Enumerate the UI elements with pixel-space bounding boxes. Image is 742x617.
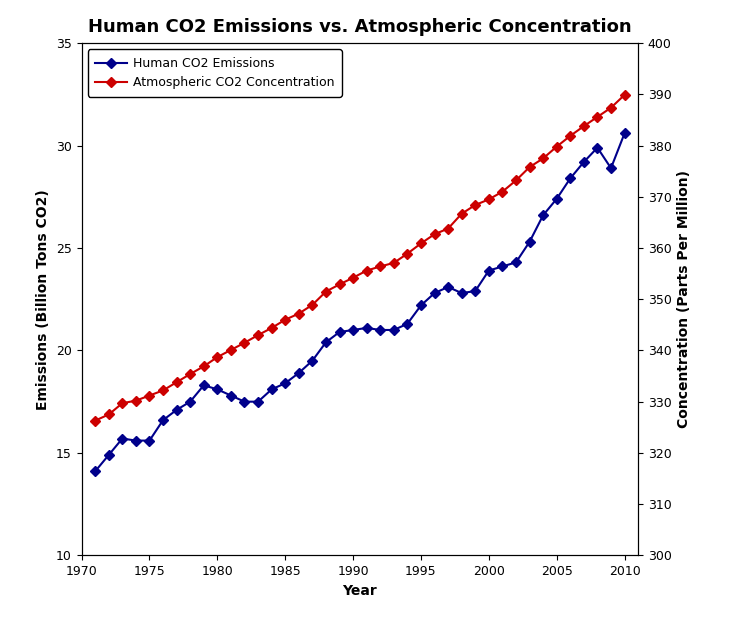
Atmospheric CO2 Concentration xyxy=(91,417,99,424)
Atmospheric CO2 Concentration xyxy=(321,288,330,296)
Atmospheric CO2 Concentration xyxy=(620,91,629,99)
Atmospheric CO2 Concentration xyxy=(362,267,371,275)
Human CO2 Emissions xyxy=(105,451,114,458)
Atmospheric CO2 Concentration xyxy=(105,411,114,418)
Atmospheric CO2 Concentration xyxy=(457,210,466,217)
Atmospheric CO2 Concentration xyxy=(335,281,344,288)
Atmospheric CO2 Concentration xyxy=(131,397,140,404)
Human CO2 Emissions xyxy=(295,370,303,377)
Human CO2 Emissions xyxy=(580,159,588,166)
Atmospheric CO2 Concentration xyxy=(267,324,276,331)
Human CO2 Emissions xyxy=(416,302,425,309)
Human CO2 Emissions xyxy=(457,289,466,297)
Atmospheric CO2 Concentration xyxy=(470,201,479,209)
Atmospheric CO2 Concentration xyxy=(525,164,534,171)
Atmospheric CO2 Concentration xyxy=(295,310,303,317)
Human CO2 Emissions xyxy=(485,267,493,275)
Atmospheric CO2 Concentration xyxy=(375,263,384,270)
Human CO2 Emissions xyxy=(566,175,575,182)
Human CO2 Emissions xyxy=(213,386,222,393)
Atmospheric CO2 Concentration xyxy=(213,354,222,361)
Title: Human CO2 Emissions vs. Atmospheric Concentration: Human CO2 Emissions vs. Atmospheric Conc… xyxy=(88,18,631,36)
Atmospheric CO2 Concentration xyxy=(430,231,439,238)
Human CO2 Emissions xyxy=(525,238,534,246)
Human CO2 Emissions xyxy=(254,398,263,405)
Human CO2 Emissions xyxy=(321,339,330,346)
Atmospheric CO2 Concentration xyxy=(308,301,317,308)
Human CO2 Emissions xyxy=(470,288,479,295)
Atmospheric CO2 Concentration xyxy=(390,259,398,267)
Human CO2 Emissions xyxy=(511,259,520,266)
Atmospheric CO2 Concentration xyxy=(580,122,588,130)
Atmospheric CO2 Concentration xyxy=(539,155,548,162)
Atmospheric CO2 Concentration xyxy=(498,188,507,196)
Atmospheric CO2 Concentration xyxy=(226,346,235,354)
Atmospheric CO2 Concentration xyxy=(280,316,289,323)
Human CO2 Emissions xyxy=(159,416,168,424)
Human CO2 Emissions xyxy=(91,468,99,475)
Human CO2 Emissions xyxy=(375,326,384,334)
Human CO2 Emissions xyxy=(444,283,453,291)
Atmospheric CO2 Concentration xyxy=(172,378,181,386)
Atmospheric CO2 Concentration xyxy=(186,370,194,378)
Human CO2 Emissions xyxy=(335,328,344,336)
Atmospheric CO2 Concentration xyxy=(254,331,263,339)
Line: Atmospheric CO2 Concentration: Atmospheric CO2 Concentration xyxy=(92,91,628,424)
Human CO2 Emissions xyxy=(267,386,276,393)
Human CO2 Emissions xyxy=(118,435,127,442)
Atmospheric CO2 Concentration xyxy=(511,176,520,184)
Human CO2 Emissions xyxy=(552,195,561,202)
Atmospheric CO2 Concentration xyxy=(118,399,127,407)
Atmospheric CO2 Concentration xyxy=(240,339,249,347)
Atmospheric CO2 Concentration xyxy=(159,387,168,394)
Atmospheric CO2 Concentration xyxy=(606,104,615,112)
Atmospheric CO2 Concentration xyxy=(552,143,561,151)
X-axis label: Year: Year xyxy=(343,584,377,598)
Atmospheric CO2 Concentration xyxy=(145,392,154,399)
Atmospheric CO2 Concentration xyxy=(200,363,209,370)
Human CO2 Emissions xyxy=(430,289,439,297)
Atmospheric CO2 Concentration xyxy=(485,196,493,203)
Human CO2 Emissions xyxy=(172,406,181,413)
Atmospheric CO2 Concentration xyxy=(349,274,358,281)
Legend: Human CO2 Emissions, Atmospheric CO2 Concentration: Human CO2 Emissions, Atmospheric CO2 Con… xyxy=(88,49,342,97)
Human CO2 Emissions xyxy=(131,437,140,444)
Human CO2 Emissions xyxy=(280,379,289,387)
Human CO2 Emissions xyxy=(362,324,371,331)
Atmospheric CO2 Concentration xyxy=(403,250,412,257)
Human CO2 Emissions xyxy=(593,144,602,151)
Atmospheric CO2 Concentration xyxy=(566,132,575,139)
Human CO2 Emissions xyxy=(620,130,629,137)
Human CO2 Emissions xyxy=(186,398,194,405)
Atmospheric CO2 Concentration xyxy=(593,114,602,121)
Line: Human CO2 Emissions: Human CO2 Emissions xyxy=(92,130,628,475)
Human CO2 Emissions xyxy=(240,398,249,405)
Y-axis label: Emissions (Billion Tons CO2): Emissions (Billion Tons CO2) xyxy=(36,189,50,410)
Human CO2 Emissions xyxy=(606,165,615,172)
Atmospheric CO2 Concentration xyxy=(416,240,425,247)
Human CO2 Emissions xyxy=(539,212,548,219)
Human CO2 Emissions xyxy=(349,326,358,334)
Human CO2 Emissions xyxy=(226,392,235,399)
Human CO2 Emissions xyxy=(308,357,317,365)
Human CO2 Emissions xyxy=(390,326,398,334)
Y-axis label: Concentration (Parts Per Million): Concentration (Parts Per Million) xyxy=(677,170,692,428)
Human CO2 Emissions xyxy=(403,320,412,328)
Atmospheric CO2 Concentration xyxy=(444,225,453,232)
Human CO2 Emissions xyxy=(498,263,507,270)
Human CO2 Emissions xyxy=(200,381,209,389)
Human CO2 Emissions xyxy=(145,437,154,444)
